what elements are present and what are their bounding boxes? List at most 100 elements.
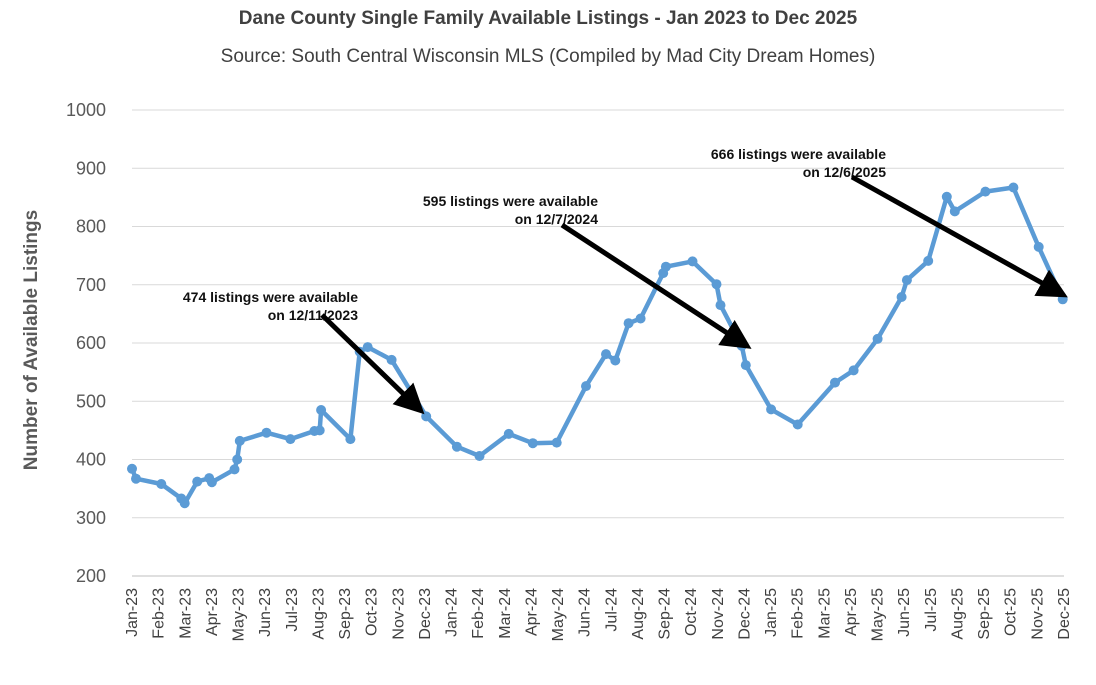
x-tick-label: Feb-23 [151,588,168,639]
x-tick-label: Aug-23 [310,588,327,640]
x-tick-label: Mar-24 [497,588,514,639]
data-point [1008,182,1019,193]
data-point [923,255,934,266]
data-point [192,476,203,487]
data-point [610,355,621,366]
annotations: 474 listings were available on 12/11/2023… [183,146,1068,415]
data-point [474,451,485,461]
x-tick-label: Nov-23 [390,588,407,640]
data-point [261,427,272,438]
x-tick-label: Jun-24 [577,588,594,637]
data-point [830,377,840,388]
x-tick-label: Jan-24 [444,588,461,637]
data-point [421,411,432,422]
x-tick-label: Nov-24 [710,588,727,640]
data-point [715,300,726,311]
x-tick-label: Oct-23 [364,588,381,636]
annotation-text: 595 listings were available on 12/7/2024 [423,193,598,227]
data-point [179,498,190,509]
x-tick-label: Apr-24 [523,588,540,636]
x-tick-label: Apr-23 [204,588,221,636]
x-tick-label: Sep-24 [657,588,674,640]
data-point [285,434,296,445]
x-tick-label: Jan-23 [124,588,141,637]
x-tick-label: Sep-25 [976,588,993,640]
data-point [362,342,373,353]
x-tick-label: Aug-24 [630,588,647,640]
data-point [234,435,245,446]
x-tick-label: Dec-24 [736,588,753,640]
data-point [206,477,217,488]
series-line [129,185,1065,506]
annotation-arrow [850,174,1068,298]
x-tick-label: Nov-25 [1029,588,1046,640]
y-tick-label: 200 [76,566,106,586]
x-tick-label: Jul-23 [284,588,301,632]
x-tick-label: Mar-23 [177,588,194,639]
data-point [229,464,240,475]
data-point [941,191,952,202]
data-point [345,434,356,445]
y-tick-label: 800 [76,217,106,237]
x-tick-label: Oct-25 [1003,588,1020,636]
data-point [792,419,803,430]
data-point [386,354,397,365]
annotation-text: 474 listings were available on 12/11/2023 [183,289,358,323]
data-point [314,425,325,436]
data-point [316,405,327,415]
x-tick-label: Feb-24 [470,588,487,639]
data-point [601,349,611,360]
x-tick-label: Dec-23 [417,588,434,640]
x-tick-label: Jul-25 [923,588,940,632]
data-point [623,318,634,329]
y-tick-label: 500 [76,391,106,411]
x-tick-label: May-25 [870,588,887,641]
x-tick-label: May-24 [550,588,567,641]
y-tick-label: 300 [76,508,106,528]
data-point [1033,241,1044,252]
data-point [503,428,514,439]
data-point [551,437,562,448]
x-tick-label: Jul-24 [603,588,620,632]
annotation-arrow [560,222,752,349]
data-point [156,479,167,489]
x-tick-label: Feb-25 [790,588,807,639]
x-tick-label: May-23 [231,588,248,641]
chart-title: Dane County Single Family Available List… [238,8,858,29]
data-point [766,404,777,415]
x-tick-label: Mar-25 [816,588,833,639]
data-point [980,186,991,197]
y-axis-ticks: 200 300 400 500 600 700 800 900 1000 [66,100,106,586]
data-point [872,333,883,344]
data-point [848,365,859,376]
y-tick-label: 400 [76,450,106,470]
data-point [901,275,912,286]
x-tick-label: Sep-23 [337,588,354,640]
data-point [527,438,538,449]
y-tick-label: 700 [76,275,106,295]
x-tick-label: Jan-25 [763,588,780,637]
x-tick-label: Apr-25 [843,588,860,636]
data-point [896,292,907,302]
data-point [949,206,960,217]
gridlines [132,109,1064,519]
data-point [660,261,671,272]
data-point [1057,294,1068,305]
y-tick-label: 1000 [66,100,106,120]
data-point [232,454,243,465]
x-tick-label: Jun-23 [257,588,274,637]
x-tick-label: Jun-25 [896,588,913,637]
data-point [581,381,591,392]
data-point [127,463,137,474]
x-axis-ticks: Jan-23 Feb-23 Mar-23 Apr-23 May-23 Jun-23 Jul-… [124,588,1073,641]
data-point [687,256,698,267]
data-point [635,313,646,324]
x-tick-label: Dec-25 [1056,588,1073,640]
y-tick-label: 600 [76,333,106,353]
data-point [740,360,751,371]
y-tick-label: 900 [76,158,106,178]
chart-subtitle: Source: South Central Wisconsin MLS (Com… [220,46,876,67]
x-tick-label: Oct-24 [683,588,700,636]
x-tick-label: Aug-25 [949,588,966,640]
